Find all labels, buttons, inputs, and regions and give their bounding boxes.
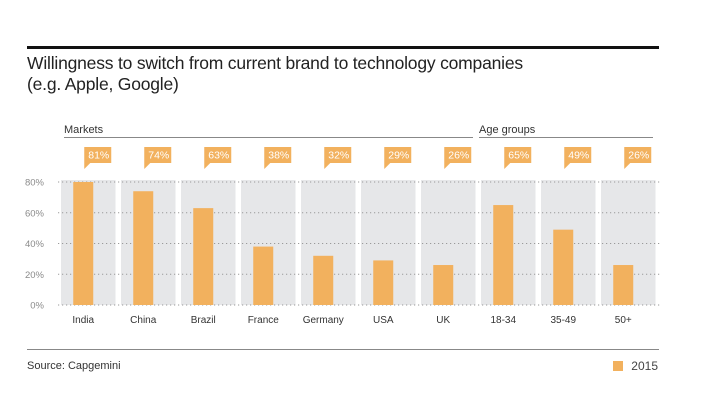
group-rule-age-groups bbox=[479, 137, 653, 138]
y-tick-label: 80% bbox=[25, 178, 45, 189]
data-label-callout bbox=[144, 147, 172, 169]
bar bbox=[373, 260, 394, 305]
bar bbox=[313, 255, 334, 305]
data-label-callout bbox=[204, 147, 232, 169]
data-label: 38% bbox=[268, 150, 289, 162]
group-label-age-groups: Age groups bbox=[479, 124, 536, 136]
legend: 2015 bbox=[613, 359, 658, 373]
data-label: 81% bbox=[88, 150, 109, 162]
data-label: 26% bbox=[628, 150, 649, 162]
x-category-label: 18-34 bbox=[490, 315, 516, 326]
bar bbox=[133, 191, 154, 305]
footer-rule bbox=[27, 349, 659, 350]
data-label: 65% bbox=[508, 150, 529, 162]
x-category-label: Brazil bbox=[191, 315, 216, 326]
data-label: 49% bbox=[568, 150, 589, 162]
data-label: 29% bbox=[388, 150, 409, 162]
data-label: 74% bbox=[148, 150, 169, 162]
bar bbox=[433, 265, 454, 305]
chart-title: Willingness to switch from current brand… bbox=[27, 53, 523, 95]
group-label-markets: Markets bbox=[64, 124, 104, 136]
x-category-label: France bbox=[248, 315, 280, 326]
x-category-label: UK bbox=[436, 315, 450, 326]
group-rule-markets bbox=[64, 137, 473, 138]
x-category-label: Germany bbox=[303, 315, 344, 326]
bar bbox=[493, 205, 514, 305]
bar bbox=[73, 182, 94, 305]
x-category-label: USA bbox=[373, 315, 394, 326]
chart-title-line-1: Willingness to switch from current brand… bbox=[27, 53, 523, 73]
legend-swatch-2015 bbox=[613, 361, 624, 371]
x-category-label: 50+ bbox=[615, 315, 632, 326]
data-label-callout bbox=[84, 147, 112, 169]
chart-title-line-2: (e.g. Apple, Google) bbox=[27, 74, 179, 94]
data-label: 26% bbox=[448, 150, 469, 162]
x-category-label: 35-49 bbox=[550, 315, 576, 326]
y-tick-label: 60% bbox=[25, 208, 45, 219]
data-label-callout bbox=[264, 147, 292, 169]
data-label: 32% bbox=[328, 150, 349, 162]
x-category-label: India bbox=[72, 315, 94, 326]
data-label: 63% bbox=[208, 150, 229, 162]
x-category-label: China bbox=[130, 315, 157, 326]
y-tick-label: 40% bbox=[25, 239, 45, 250]
bar bbox=[613, 265, 634, 305]
bar bbox=[193, 208, 214, 305]
source-note: Source: Capgemini bbox=[27, 360, 121, 372]
data-label-callout bbox=[384, 147, 412, 169]
data-label-callout bbox=[564, 147, 592, 169]
bar bbox=[553, 229, 574, 305]
bar bbox=[253, 246, 274, 305]
title-rule bbox=[27, 46, 659, 49]
y-tick-label: 0% bbox=[30, 301, 44, 312]
data-label-callout bbox=[444, 147, 472, 169]
legend-label-2015: 2015 bbox=[631, 359, 658, 373]
data-label-callout bbox=[324, 147, 352, 169]
data-label-callout bbox=[504, 147, 532, 169]
y-tick-label: 20% bbox=[25, 270, 45, 281]
data-label-callout bbox=[624, 147, 652, 169]
